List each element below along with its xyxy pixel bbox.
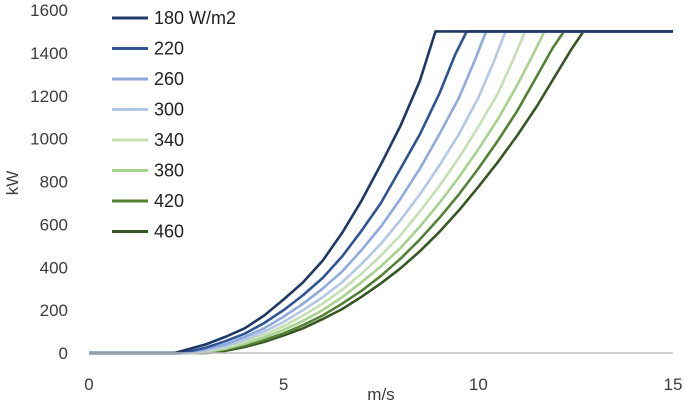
y-axis-title: kW — [3, 171, 22, 196]
x-tick-labels: 0 5 10 15 — [84, 375, 682, 394]
series-line — [89, 30, 673, 355]
x-tick-label: 15 — [664, 375, 683, 394]
legend-label: 420 — [154, 191, 184, 211]
series-line — [89, 30, 673, 355]
x-axis-title: m/s — [367, 385, 394, 404]
y-tick-label: 1400 — [30, 44, 68, 63]
series-line — [89, 30, 673, 355]
series-layer — [89, 30, 673, 355]
series-line — [89, 30, 673, 355]
y-tick-label: 0 — [59, 344, 68, 363]
legend-item: 260 — [112, 69, 184, 89]
legend-label: 340 — [154, 130, 184, 150]
legend-label: 380 — [154, 161, 184, 181]
legend-item: 300 — [112, 100, 184, 120]
x-tick-label: 5 — [279, 375, 288, 394]
legend-label: 460 — [154, 222, 184, 242]
series-line — [89, 30, 673, 355]
legend: 180 W/m2 220 260 300 340 380 420 460 — [112, 8, 236, 242]
series-line — [89, 30, 673, 355]
legend-label: 300 — [154, 100, 184, 120]
series-line — [89, 30, 673, 355]
legend-item: 340 — [112, 130, 184, 150]
legend-label: 220 — [154, 39, 184, 59]
y-tick-label: 800 — [40, 173, 68, 192]
x-tick-label: 10 — [469, 375, 488, 394]
series-line — [89, 30, 673, 355]
y-tick-label: 1600 — [30, 1, 68, 20]
y-tick-label: 1000 — [30, 130, 68, 149]
y-tick-label: 200 — [40, 301, 68, 320]
legend-label: 180 W/m2 — [154, 8, 236, 28]
y-tick-label: 400 — [40, 258, 68, 277]
y-tick-label: 1200 — [30, 87, 68, 106]
legend-item: 420 — [112, 191, 184, 211]
y-tick-label: 600 — [40, 215, 68, 234]
legend-item: 220 — [112, 39, 184, 59]
y-tick-labels: 0 200 400 600 800 1000 1200 1400 1600 — [30, 1, 68, 363]
legend-label: 260 — [154, 69, 184, 89]
legend-item: 460 — [112, 222, 184, 242]
legend-item: 180 W/m2 — [112, 8, 236, 28]
x-tick-label: 0 — [84, 375, 93, 394]
legend-item: 380 — [112, 161, 184, 181]
